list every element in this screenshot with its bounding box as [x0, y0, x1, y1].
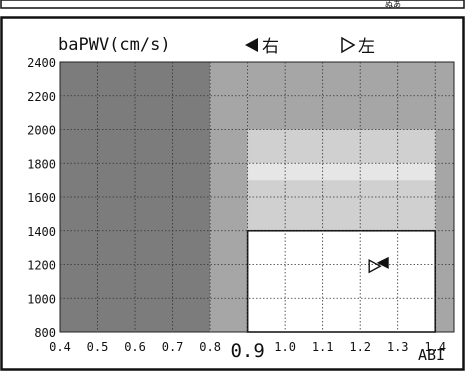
y-tick-label: 800	[34, 326, 56, 340]
region-white-7	[247, 230, 436, 332]
x-tick-label: 0.8	[199, 340, 221, 354]
legend-right-marker	[245, 38, 258, 52]
x-tick-label: 0.4	[49, 340, 71, 354]
region-mid-3	[435, 129, 454, 332]
point-right-0	[376, 256, 389, 269]
legend-left-label: 左	[358, 37, 375, 57]
x-tick-label: 0.9	[230, 340, 264, 362]
y-tick-label: 1000	[27, 292, 56, 306]
x-axis-title: ABI	[418, 346, 445, 364]
x-tick-labels: 0.4 0.5 0.6 0.7 0.8 0.9 1.0 1.1 1.2 1.3 1.4	[49, 340, 446, 362]
top-strip-text: ぬあ	[385, 0, 401, 9]
region-light-4	[247, 129, 436, 164]
x-tick-label: 1.3	[387, 340, 409, 354]
x-tick-label: 0.6	[124, 340, 146, 354]
y-tick-label: 1400	[27, 225, 56, 239]
x-tick-label: 0.7	[162, 340, 184, 354]
grid-lines	[60, 62, 454, 332]
y-tick-labels: 800 1000 1200 1400 1600 1800 2000 2200 2400	[27, 56, 56, 340]
legend-left-marker	[341, 36, 356, 54]
top-strip: ぬあ	[0, 0, 465, 9]
y-tick-label: 2200	[27, 90, 56, 104]
x-tick-label: 1.2	[349, 340, 371, 354]
x-tick-label: 1.1	[312, 340, 334, 354]
x-tick-label: 1.4	[424, 340, 446, 354]
data-points	[368, 256, 389, 274]
y-axis-title: baPWV(cm/s)	[58, 35, 171, 55]
y-tick-label: 1200	[27, 259, 56, 273]
region-light-6	[247, 180, 436, 231]
legend-right-label: 右	[262, 37, 279, 57]
x-tick-label: 1.0	[274, 340, 296, 354]
point-left-0	[368, 259, 382, 274]
y-tick-label: 1800	[27, 157, 56, 171]
x-tick-label: 0.5	[87, 340, 109, 354]
region-dark-0	[60, 62, 211, 332]
y-tick-label: 2000	[27, 124, 56, 138]
legend: 右 左	[245, 36, 375, 57]
region-pale-5	[247, 163, 436, 181]
y-tick-label: 1600	[27, 191, 56, 205]
y-tick-label: 2400	[27, 56, 56, 70]
